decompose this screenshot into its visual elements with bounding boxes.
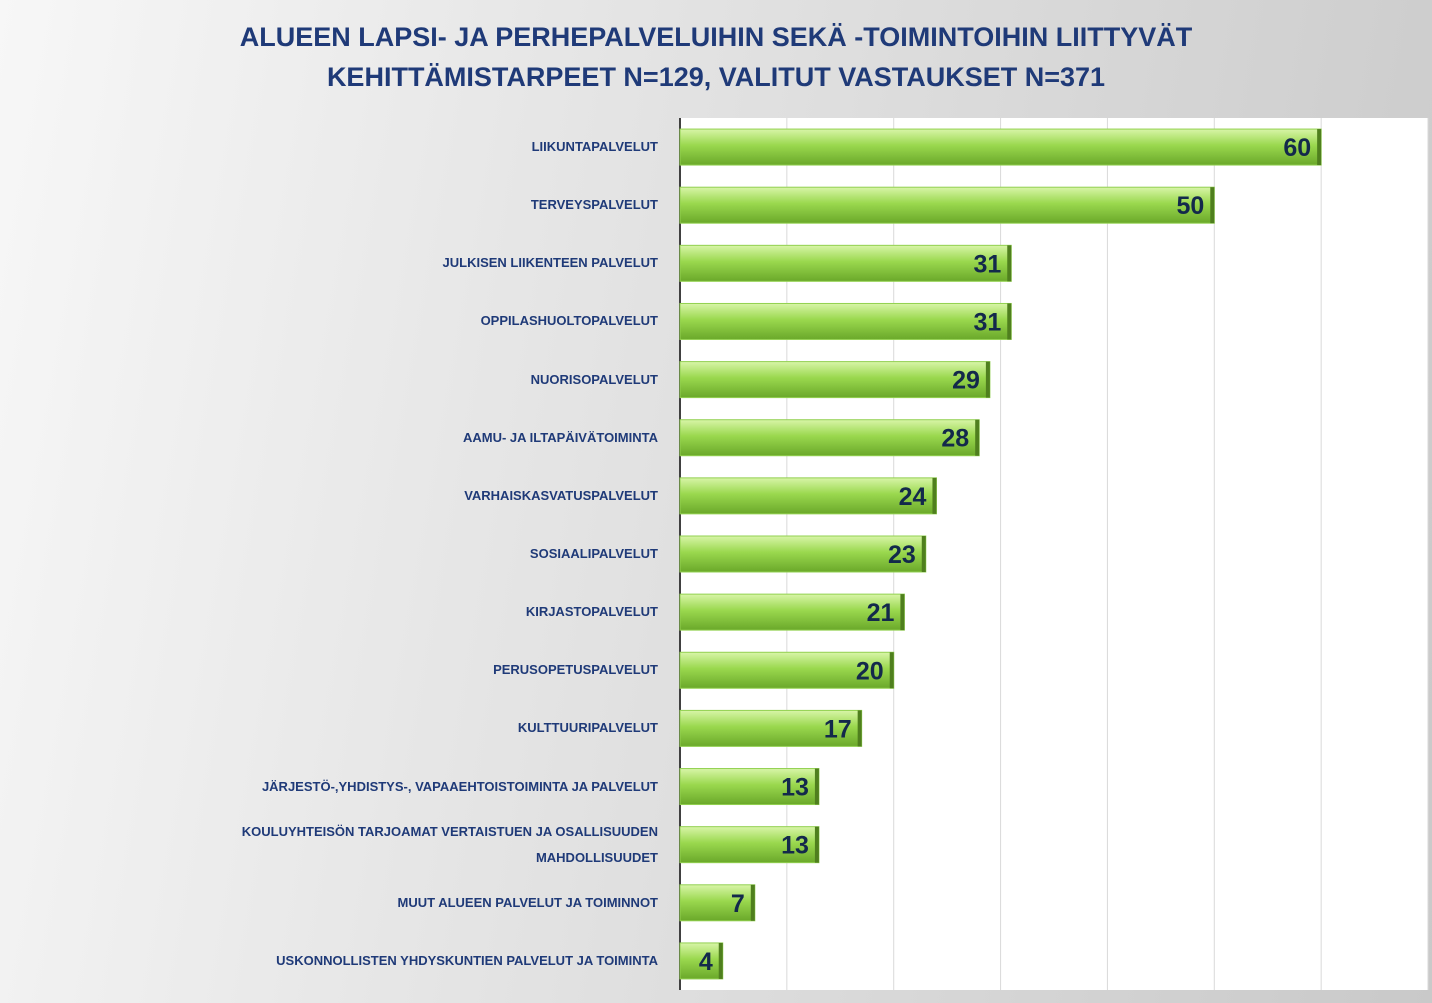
value-label: 28 — [941, 425, 969, 453]
value-label: 21 — [867, 599, 895, 627]
y-tick-label: KOULUYHTEISÖN TARJOAMAT VERTAISTUEN JA O… — [241, 823, 658, 865]
value-label: 13 — [781, 832, 809, 860]
bar — [679, 768, 820, 806]
value-label: 7 — [731, 890, 745, 918]
bar-edge — [750, 884, 755, 921]
y-tick-label: KULTTUURIPALVELUT — [517, 720, 658, 736]
bar-edge — [975, 419, 980, 456]
y-tick-label: LIIKUNTAPALVELUT — [531, 139, 658, 155]
bar — [679, 302, 1012, 340]
y-tick-label: PERUSOPETUSPALVELUT — [493, 662, 658, 678]
bar-edge — [921, 536, 926, 572]
chart-title: KEHITTÄMISTARPEET N=129, VALITUT VASTAUK… — [326, 62, 1106, 92]
value-label: 23 — [888, 541, 916, 569]
y-tick-label: VARHAISKASVATUSPALVELUT — [464, 487, 658, 503]
value-label: 29 — [952, 367, 980, 395]
y-tick-label: NUORISOPALVELUT — [530, 371, 658, 387]
y-tick-label: AAMU- JA ILTAPÄIVÄTOIMINTA — [463, 429, 658, 445]
value-label: 4 — [699, 948, 713, 976]
bar-edge — [1210, 187, 1215, 224]
value-label: 50 — [1176, 192, 1204, 220]
bar — [679, 884, 756, 922]
bar-edge — [985, 361, 990, 398]
bar-edge — [718, 942, 723, 979]
bar — [679, 709, 863, 747]
bar — [679, 477, 937, 515]
value-label: 13 — [781, 774, 809, 802]
bar-edge — [814, 826, 819, 863]
bar-edge — [857, 710, 862, 747]
bar — [679, 593, 905, 631]
y-tick-label: JULKISEN LIIKENTEEN PALVELUT — [442, 255, 658, 271]
bar — [679, 361, 991, 399]
bar-edge — [1007, 245, 1012, 282]
bar-edge — [1317, 129, 1322, 166]
value-label: 20 — [856, 657, 884, 685]
bar-edge — [1007, 303, 1012, 340]
y-tick-label: SOSIAALIPALVELUT — [529, 546, 658, 561]
bar-edge — [814, 768, 819, 805]
value-label: 31 — [973, 250, 1001, 278]
value-label: 31 — [973, 308, 1001, 336]
bar-edge — [932, 477, 937, 514]
bar-edge — [889, 652, 894, 689]
y-tick-label: TERVEYSPALVELUT — [530, 197, 658, 213]
y-tick-label: USKONNOLLISTEN YHDYSKUNTIEN PALVELUT JA … — [276, 952, 658, 968]
y-tick-label: KIRJASTOPALVELUT — [525, 604, 658, 620]
value-label: 24 — [899, 483, 927, 511]
bar — [679, 128, 1322, 166]
y-tick-label: JÄRJESTÖ-,YHDISTYS-, VAPAAEHTOISTOIMINTA… — [261, 778, 658, 794]
bar — [679, 186, 1215, 224]
value-label: 17 — [824, 715, 852, 743]
bar — [679, 651, 895, 689]
bar — [679, 244, 1012, 282]
bar — [679, 942, 724, 980]
y-tick-label: OPPILASHUOLTOPALVELUT — [480, 313, 658, 329]
chart-title: ALUEEN LAPSI- JA PERHEPALVELUIHIN SEKÄ -… — [239, 22, 1193, 52]
y-tick-label: MUUT ALUEEN PALVELUT JA TOIMINNOT — [397, 894, 658, 910]
value-label: 60 — [1283, 134, 1311, 162]
bar — [679, 535, 927, 573]
bar — [679, 419, 980, 457]
bar-edge — [900, 594, 905, 631]
